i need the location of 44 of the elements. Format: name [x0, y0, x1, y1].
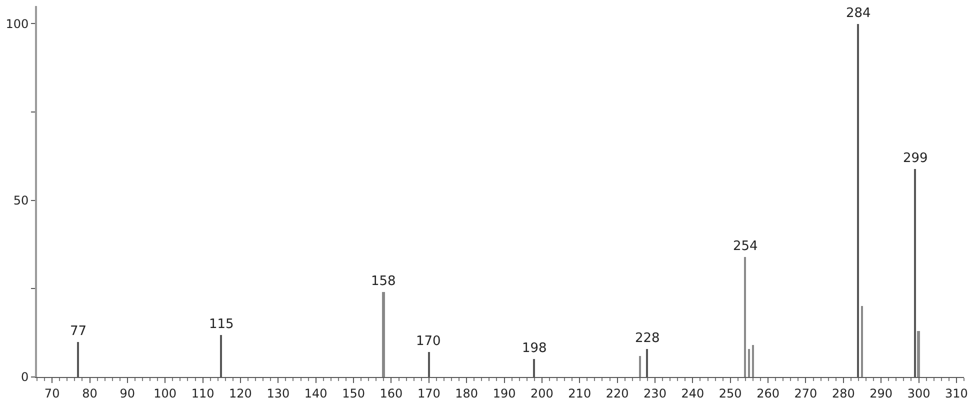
- bar: [752, 345, 754, 377]
- x-tick-label: 180: [455, 386, 478, 400]
- bar: [382, 292, 385, 377]
- annotation: 170: [416, 334, 441, 349]
- x-tick-label: 120: [229, 386, 252, 400]
- x-tick-label: 130: [266, 386, 290, 400]
- annotation: 284: [846, 6, 871, 21]
- y-tick-label: 0: [20, 370, 29, 384]
- x-tick-label: 280: [832, 386, 855, 400]
- x-tick-label: 210: [568, 386, 592, 400]
- annotation: 299: [903, 151, 928, 166]
- annotation: 254: [733, 239, 758, 254]
- annotation: 228: [635, 331, 660, 346]
- annotation: 198: [522, 341, 547, 356]
- x-tick-label: 270: [794, 386, 818, 400]
- bar: [748, 349, 750, 377]
- y-tick-label: 50: [13, 194, 29, 208]
- x-tick-label: 260: [756, 386, 780, 400]
- x-tick-label: 110: [191, 386, 214, 400]
- x-tick-label: 160: [380, 386, 403, 400]
- bar: [744, 257, 746, 377]
- x-tick-label: 300: [907, 386, 930, 400]
- x-tick-label: 200: [530, 386, 554, 400]
- x-tick-label: 240: [681, 386, 704, 400]
- annotation: 115: [209, 317, 234, 332]
- y-tick-label: 100: [6, 16, 29, 31]
- bar: [861, 306, 863, 377]
- x-tick-label: 250: [718, 386, 742, 400]
- bar: [917, 331, 920, 377]
- x-tick-label: 220: [606, 386, 629, 400]
- annotation: 77: [70, 324, 87, 339]
- x-tick-label: 290: [870, 386, 893, 400]
- bar: [639, 356, 641, 377]
- x-tick-label: 170: [417, 386, 440, 400]
- x-tick-label: 310: [945, 386, 968, 400]
- x-tick-label: 90: [120, 386, 136, 400]
- x-tick-label: 190: [492, 386, 516, 400]
- x-tick-label: 70: [44, 386, 60, 400]
- x-tick-label: 230: [644, 386, 666, 400]
- x-tick-label: 100: [154, 386, 177, 400]
- x-tick-label: 150: [342, 386, 365, 400]
- annotation: 158: [371, 274, 396, 289]
- x-tick-label: 80: [82, 386, 98, 400]
- x-tick-label: 140: [304, 386, 328, 400]
